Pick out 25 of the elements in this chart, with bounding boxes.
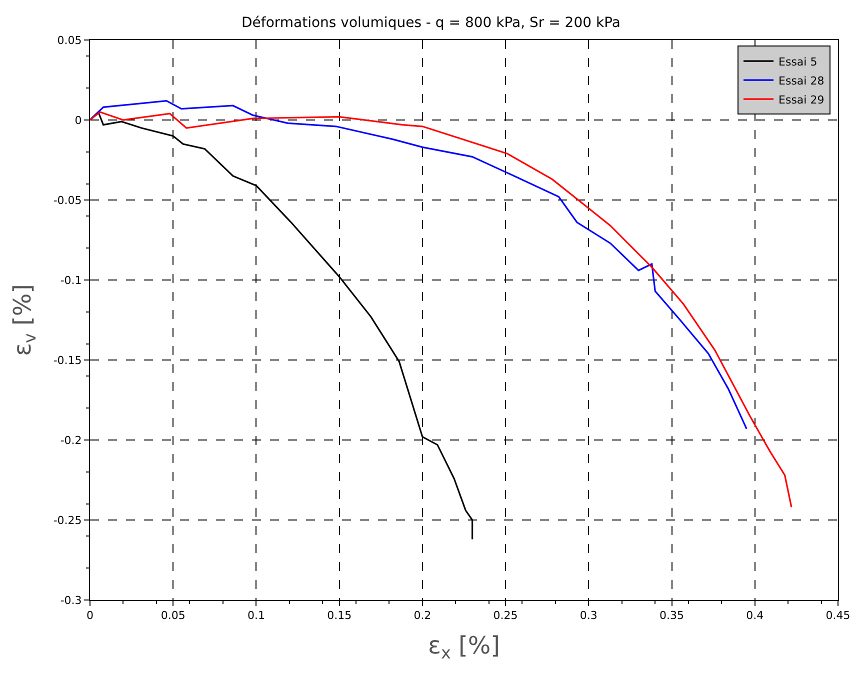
- x-tick-label: 0.35: [660, 609, 684, 622]
- legend-label: Essai 29: [778, 93, 824, 106]
- x-tick-label: 0.3: [580, 609, 598, 622]
- y-tick-label: -0.25: [53, 514, 82, 527]
- x-tick-label: 0.1: [247, 609, 265, 622]
- x-tick-label: 0.25: [493, 609, 518, 622]
- y-tick-label: -0.1: [60, 274, 82, 287]
- y-tick-label: -0.15: [53, 354, 82, 367]
- y-tick-label: -0.2: [60, 434, 82, 447]
- y-tick-label: 0: [74, 114, 82, 127]
- y-tick-label: -0.05: [53, 194, 82, 207]
- line-series: [90, 111, 792, 508]
- x-tick-label: 0.2: [414, 609, 432, 622]
- x-axis-title: ε$_{x}$ [%]: [428, 632, 500, 663]
- x-tick-label: 0: [86, 609, 94, 622]
- y-tick-label: 0.05: [57, 34, 82, 47]
- legend-label: Essai 5: [778, 55, 818, 68]
- legend-label: Essai 28: [778, 74, 824, 88]
- y-tick-label: -0.3: [60, 594, 82, 607]
- x-tick-label: 0.05: [160, 609, 186, 622]
- x-tick-label: 0.15: [327, 609, 352, 622]
- x-tick-label: 0.45: [826, 609, 850, 622]
- line-series: [90, 100, 748, 430]
- chart-title: Déformations volumiques - q = 800 kPa, Sr = 200 kPa: [242, 14, 620, 31]
- x-tick-label: 0.4: [746, 609, 764, 622]
